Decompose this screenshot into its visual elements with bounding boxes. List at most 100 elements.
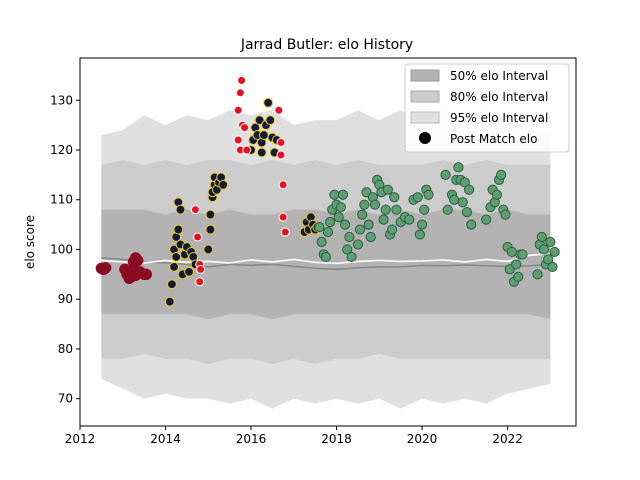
- data-point: [491, 189, 502, 200]
- data-point: [233, 105, 243, 115]
- data-point: [263, 97, 274, 108]
- data-point: [322, 226, 334, 238]
- data-point: [258, 130, 269, 140]
- data-point: [242, 145, 252, 155]
- data-point: [169, 261, 179, 272]
- data-point: [387, 224, 398, 235]
- data-point: [325, 217, 336, 228]
- data-point: [278, 180, 288, 190]
- data-point: [513, 271, 524, 282]
- data-point: [506, 246, 517, 258]
- data-point: [453, 162, 464, 173]
- data-point: [233, 135, 243, 145]
- data-point: [423, 189, 434, 200]
- y-tick-label: 130: [50, 93, 73, 107]
- data-point: [205, 224, 216, 235]
- data-point: [511, 259, 522, 270]
- plot-area: [95, 75, 560, 409]
- legend-label-post-match: Post Match elo: [450, 132, 537, 146]
- data-point: [340, 219, 351, 230]
- data-point: [538, 244, 550, 255]
- data-point: [195, 277, 205, 287]
- legend-swatch-95: [410, 111, 440, 124]
- data-point: [363, 219, 374, 230]
- data-point: [164, 296, 175, 307]
- data-point: [549, 246, 560, 258]
- data-point: [440, 169, 451, 180]
- band-50: [101, 209, 551, 320]
- data-point: [237, 75, 247, 85]
- data-point: [359, 199, 370, 210]
- legend-swatch-50: [410, 69, 440, 82]
- data-point: [280, 227, 290, 237]
- data-point: [344, 231, 355, 243]
- data-point: [517, 249, 528, 260]
- data-point: [449, 194, 460, 205]
- data-point: [496, 169, 507, 180]
- x-tick-label: 2016: [236, 432, 267, 446]
- data-point: [175, 204, 186, 215]
- y-axis: 70 80 90 100 110 120 130: [50, 93, 80, 406]
- data-point: [536, 231, 547, 243]
- data-point: [240, 123, 250, 133]
- data-point: [337, 189, 349, 200]
- data-point: [464, 184, 475, 195]
- plot-frame: [79, 57, 577, 427]
- data-point: [235, 88, 245, 98]
- data-point: [365, 231, 376, 243]
- data-point: [532, 269, 543, 280]
- chart-title: Jarrad Butler: elo History: [240, 37, 413, 53]
- data-point: [547, 261, 558, 272]
- data-point: [167, 279, 177, 290]
- data-point: [500, 209, 511, 220]
- data-point: [218, 179, 229, 190]
- data-point: [256, 147, 267, 158]
- data-point: [378, 214, 389, 225]
- data-point: [342, 244, 353, 255]
- data-point: [265, 115, 276, 126]
- data-point: [99, 262, 112, 274]
- data-point: [357, 209, 368, 220]
- x-tick-label: 2020: [407, 432, 438, 446]
- data-point: [466, 219, 477, 230]
- y-tick-label: 100: [50, 242, 73, 256]
- data-point: [412, 192, 423, 203]
- match-points: [95, 75, 560, 307]
- x-tick-label: 2012: [65, 432, 96, 446]
- data-point: [173, 224, 184, 235]
- data-point: [314, 221, 325, 233]
- data-point: [203, 244, 214, 255]
- data-point: [254, 115, 265, 126]
- data-point: [190, 205, 200, 215]
- x-tick-label: 2014: [150, 432, 181, 446]
- data-point: [274, 105, 284, 115]
- data-point: [481, 214, 492, 225]
- data-point: [382, 184, 393, 195]
- data-point: [419, 204, 430, 215]
- data-point: [404, 214, 415, 225]
- x-tick-label: 2022: [492, 432, 523, 446]
- data-point: [205, 209, 216, 220]
- data-point: [320, 251, 331, 263]
- data-point: [461, 207, 473, 218]
- data-point: [354, 224, 366, 235]
- legend-box: [404, 63, 570, 153]
- data-point: [416, 219, 428, 230]
- data-point: [140, 268, 152, 281]
- data-point: [459, 177, 470, 188]
- data-point: [335, 202, 346, 213]
- y-tick-label: 90: [58, 292, 73, 306]
- data-point: [193, 232, 203, 242]
- data-point: [196, 264, 206, 274]
- data-point: [543, 254, 554, 265]
- data-point: [414, 229, 426, 240]
- y-tick-label: 70: [58, 392, 73, 406]
- data-point: [346, 251, 357, 263]
- data-point: [352, 239, 364, 250]
- data-point: [276, 138, 286, 148]
- y-tick-label: 80: [58, 342, 73, 356]
- y-axis-label: elo score: [23, 215, 37, 269]
- data-point: [442, 204, 453, 215]
- y-tick-label: 110: [50, 193, 73, 207]
